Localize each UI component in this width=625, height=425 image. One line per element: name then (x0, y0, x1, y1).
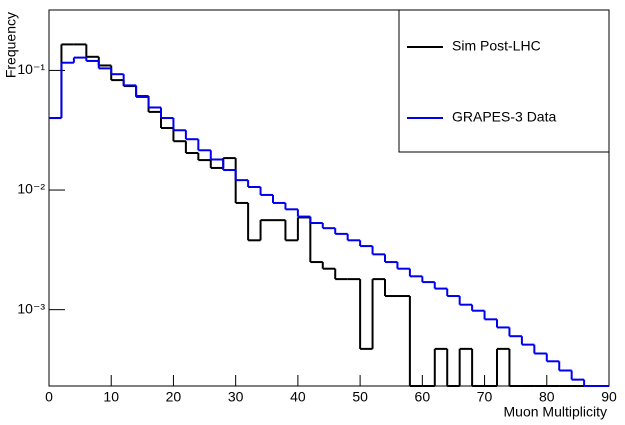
legend-label: Sim Post-LHC (452, 38, 541, 54)
x-tick-label: 0 (45, 389, 53, 405)
y-tick-label: 10⁻¹ (17, 61, 45, 77)
y-tick-label: 10⁻³ (17, 300, 45, 316)
x-tick-label: 60 (415, 389, 431, 405)
x-tick-label: 50 (352, 389, 368, 405)
x-tick-label: 40 (290, 389, 306, 405)
x-tick-label: 90 (601, 389, 617, 405)
y-tick-label: 10⁻² (17, 181, 45, 197)
legend-label: GRAPES-3 Data (452, 109, 556, 125)
x-tick-label: 70 (477, 389, 493, 405)
x-tick-label: 20 (166, 389, 182, 405)
y-axis-title: Frequency (3, 12, 19, 78)
plot-frame (48, 9, 610, 387)
x-axis-title: Muon Multiplicity (504, 404, 607, 420)
legend-box (398, 9, 610, 153)
x-tick-label: 10 (103, 389, 119, 405)
x-tick-label: 80 (539, 389, 555, 405)
x-tick-label: 30 (228, 389, 244, 405)
